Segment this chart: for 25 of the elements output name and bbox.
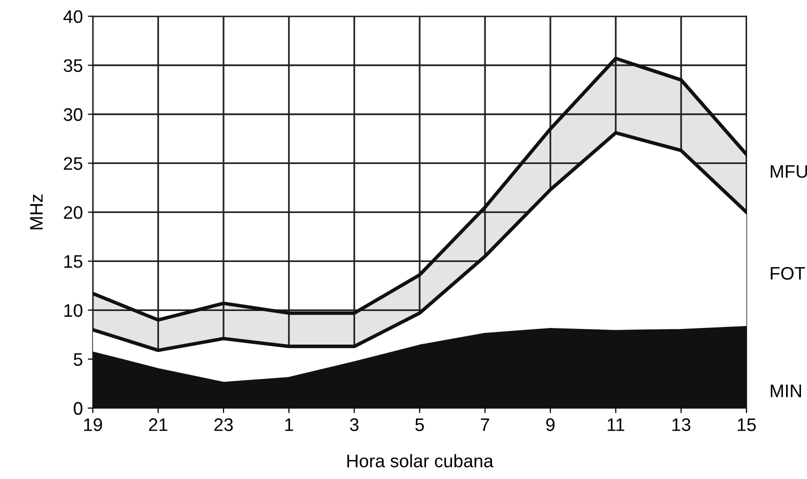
x-tick-label: 3	[350, 418, 358, 432]
y-tick-label: 35	[64, 59, 82, 72]
y-tick-label: 20	[64, 206, 82, 219]
x-tick-label: 19	[84, 418, 102, 432]
y-tick-label: 5	[74, 353, 82, 366]
series-label: FOT	[770, 266, 806, 280]
series-label: MFU	[770, 165, 807, 178]
x-tick-label: 1	[285, 418, 294, 431]
series-label: MIN	[770, 384, 801, 398]
y-tick-label: 10	[64, 304, 82, 317]
x-tick-label: 9	[546, 418, 555, 432]
x-tick-label: 5	[415, 418, 424, 432]
x-tick-label: 23	[214, 418, 233, 432]
y-tick-label: 40	[63, 10, 82, 24]
x-tick-label: 13	[672, 418, 690, 432]
y-tick-label: 30	[64, 108, 82, 121]
x-tick-label: 11	[608, 418, 624, 431]
y-tick-label: 0	[74, 402, 82, 415]
x-tick-label: 21	[149, 418, 168, 431]
x-tick-label: 7	[480, 418, 490, 431]
x-axis-title: Hora solar cubana	[347, 454, 494, 468]
x-tick-label: 15	[738, 418, 756, 432]
y-tick-label: 15	[64, 255, 82, 268]
y-axis-title: MHz	[30, 194, 43, 230]
y-tick-label: 25	[64, 157, 82, 170]
